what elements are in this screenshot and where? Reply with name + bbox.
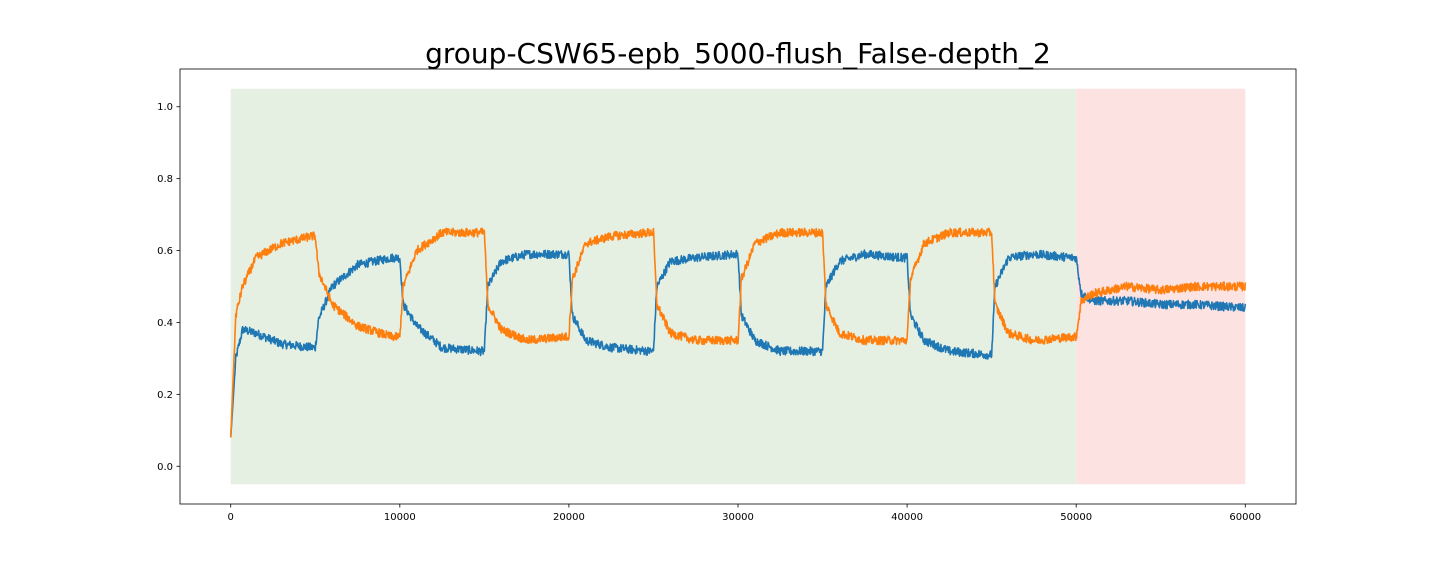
chart-title: group-CSW65-epb_5000-flush_False-depth_2 <box>425 37 1051 70</box>
plot-area: 0 10000 20000 30000 40000 50000 60000 0.0 0.2 0.4… <box>157 68 1297 523</box>
y-tick-label: 0.4 <box>157 318 173 329</box>
x-tick-label: 40000 <box>891 512 923 523</box>
x-tick-label: 50000 <box>1060 512 1092 523</box>
shaded-region-train-phase <box>230 88 1077 485</box>
x-tick-label: 0 <box>228 512 234 523</box>
line-series-orange <box>229 227 1247 438</box>
x-tick-label: 20000 <box>553 512 585 523</box>
x-tick-label: 30000 <box>722 512 754 523</box>
y-tick-label: 0.8 <box>157 174 173 185</box>
y-tick-label: 1.0 <box>157 102 173 113</box>
y-tick-label: 0.6 <box>157 246 173 257</box>
x-tick-label: 60000 <box>1229 512 1261 523</box>
x-tick-label: 10000 <box>384 512 416 523</box>
y-tick-label: 0.0 <box>157 462 173 473</box>
y-tick-label: 0.2 <box>157 390 173 401</box>
line-series-blue <box>229 249 1247 438</box>
